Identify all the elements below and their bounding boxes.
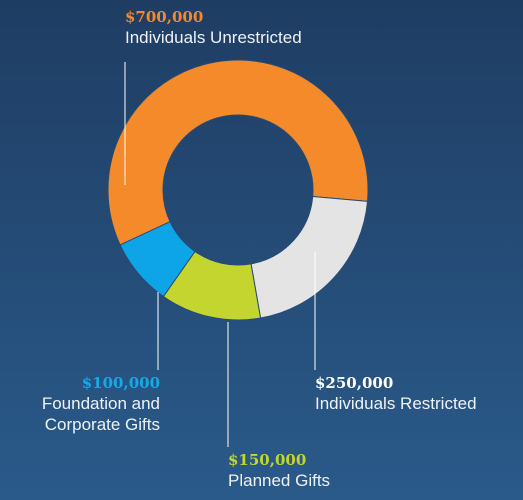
slice-label: $100,000 Foundation and Corporate Gifts xyxy=(0,373,160,435)
category-label: Planned Gifts xyxy=(228,471,331,490)
value-label: $150,000 xyxy=(228,451,307,469)
value-label: $100,000 xyxy=(81,374,160,392)
value-label: $700,000 xyxy=(125,8,204,26)
slice-label: $700,000 Individuals Unrestricted xyxy=(125,7,302,48)
value-label: $250,000 xyxy=(315,374,394,392)
donut xyxy=(107,59,369,321)
slice xyxy=(119,221,196,298)
slice-label: $250,000 Individuals Restricted xyxy=(315,373,477,414)
category-label: Individuals Restricted xyxy=(315,394,477,413)
category-label: Individuals Unrestricted xyxy=(125,28,302,47)
slice xyxy=(107,59,369,246)
category-label: Foundation and Corporate Gifts xyxy=(41,394,160,434)
slice-label: $150,000 Planned Gifts xyxy=(228,450,330,491)
leader-lines xyxy=(124,62,316,447)
